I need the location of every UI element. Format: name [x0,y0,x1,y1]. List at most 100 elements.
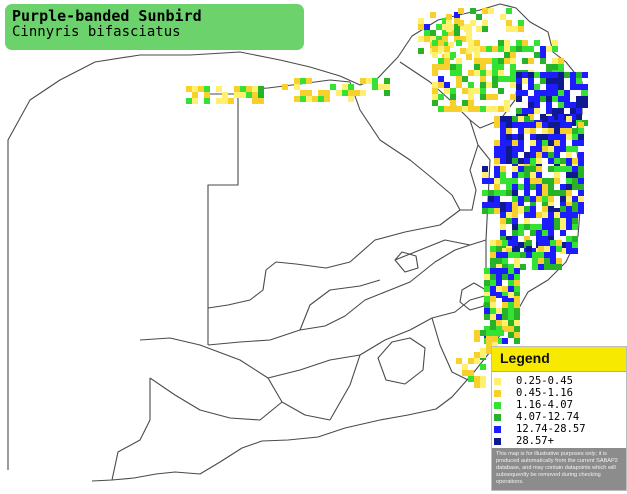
legend-swatch [494,426,501,433]
range-cell [566,146,572,152]
range-cell [500,206,506,212]
range-cell [192,86,198,92]
range-cell [496,258,502,264]
range-cell [518,26,524,32]
range-cell [450,100,456,106]
range-cell [520,252,526,258]
range-cell [552,84,558,90]
range-cell [536,190,542,196]
range-cell [476,14,482,20]
range-cell [418,24,424,30]
range-cell [530,122,536,128]
range-cell [560,206,566,212]
range-cell [572,146,578,152]
range-cell [498,58,504,64]
range-cell [306,90,312,96]
range-cell [578,172,584,178]
range-cell [528,78,534,84]
range-cell [542,224,548,230]
range-cell [192,92,198,98]
range-cell [572,134,578,140]
range-cell [458,8,464,14]
range-cell [300,78,306,84]
range-cell [548,218,554,224]
range-cell [468,100,474,106]
range-cell [514,302,520,308]
range-cell [536,212,542,218]
range-cell [468,106,474,112]
range-cell [494,190,500,196]
range-cell [482,190,488,196]
range-cell [456,106,462,112]
legend-item: 4.07-12.74 [494,411,622,424]
range-cell [502,240,508,246]
range-cell [502,314,508,320]
range-cell [524,190,530,196]
range-cell [318,90,324,96]
range-cell [542,140,548,146]
range-cell [560,140,566,146]
range-cell [514,292,520,298]
range-cell [506,158,512,164]
range-cell [494,122,500,128]
range-cell [490,258,496,264]
range-cell [500,166,506,172]
range-cell [484,280,490,286]
range-cell [548,128,554,134]
range-cell [490,264,496,270]
disclaimer-text: This map is for illustrative purposes on… [496,451,618,485]
range-cell [480,364,486,370]
range-cell [508,332,514,338]
range-cell [506,140,512,146]
range-cell [348,84,354,90]
range-cell [318,96,324,102]
range-cell [508,308,514,314]
range-cell [512,230,518,236]
range-cell [444,82,450,88]
range-cell [300,96,306,102]
range-cell [512,158,518,164]
range-cell [488,196,494,202]
range-cell [514,326,520,332]
range-cell [566,134,572,140]
range-cell [480,376,486,382]
range-cell [508,298,514,304]
range-cell [544,252,550,258]
range-cell [486,330,492,336]
range-cell [496,326,502,332]
range-cell [538,258,544,264]
range-cell [518,206,524,212]
range-cell [474,88,480,94]
range-cell [558,90,564,96]
range-cell [468,40,474,46]
range-cell [528,96,534,102]
range-cell [520,264,526,270]
range-cell [554,158,560,164]
range-cell [482,202,488,208]
range-cell [530,224,536,230]
range-cell [496,264,502,270]
range-cell [482,26,488,32]
range-cell [572,184,578,190]
range-cell [484,268,490,274]
distribution-cells [186,8,588,388]
range-cell [552,64,558,70]
range-cell [500,248,506,254]
range-cell [468,376,474,382]
range-cell [448,42,454,48]
range-cell [528,84,534,90]
range-cell [186,98,192,104]
range-cell [560,184,566,190]
range-cell [204,92,210,98]
legend-item: 1.16-4.07 [494,399,622,412]
range-cell [554,218,560,224]
range-cell [522,108,528,114]
range-cell [508,326,514,332]
range-cell [438,46,444,52]
range-cell [444,58,450,64]
range-cell [566,242,572,248]
range-cell [488,190,494,196]
range-cell [240,92,246,98]
range-cell [572,212,578,218]
range-cell [512,224,518,230]
